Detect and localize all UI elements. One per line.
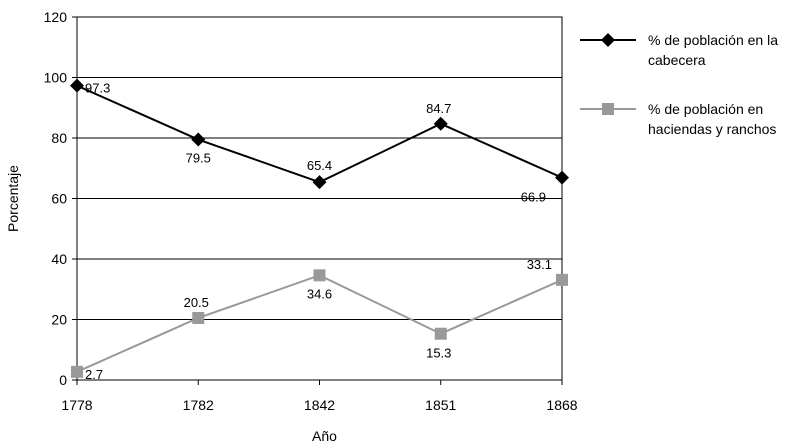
data-label: 66.9: [521, 190, 546, 205]
legend-marker-diamond: [601, 33, 615, 47]
data-point-diamond: [555, 170, 569, 185]
y-tick-label: 80: [51, 130, 67, 146]
legend-label: haciendas y ranchos: [648, 121, 776, 137]
data-point-square: [434, 327, 447, 340]
data-label: 15.3: [426, 346, 451, 361]
data-point-diamond: [191, 132, 206, 147]
data-label: 84.7: [426, 101, 451, 116]
data-point-square: [71, 365, 83, 378]
y-tick-label: 40: [51, 251, 67, 267]
series-1: 97.3 79.5 65.4 84.7 66.9: [70, 78, 569, 205]
legend-label: % de población en: [648, 101, 763, 117]
data-point-square: [313, 269, 326, 282]
axes: 0 20 40 60 80 100 120 1778 1782 1842 1851 1868: [44, 9, 578, 413]
legend-marker-square: [602, 103, 614, 115]
series-2: 2.7 20.5 34.6 15.3 33.1: [71, 257, 568, 382]
data-label: 97.3: [85, 81, 110, 96]
y-tick-label: 60: [51, 191, 67, 207]
data-label: 65.4: [307, 158, 332, 173]
y-tick-label: 0: [59, 372, 67, 388]
y-tick-label: 20: [51, 312, 67, 328]
data-label: 79.5: [186, 151, 211, 166]
y-tick-label: 120: [44, 9, 68, 25]
x-tick-label: 1868: [546, 397, 577, 413]
data-point-square: [192, 311, 205, 324]
x-tick-label: 1778: [61, 397, 92, 413]
data-point-square: [556, 273, 568, 286]
data-point-diamond: [70, 78, 84, 93]
data-point-diamond: [312, 175, 327, 190]
x-tick-label: 1851: [425, 397, 456, 413]
legend-label: % de población en la: [648, 32, 778, 48]
legend-item-1: % de población en la cabecera: [580, 32, 778, 68]
x-tick-label: 1782: [183, 397, 214, 413]
y-axis-title: Porcentaje: [5, 165, 21, 232]
data-label: 20.5: [184, 295, 209, 310]
legend-label: cabecera: [648, 52, 706, 68]
grid-lines: [77, 77, 562, 320]
data-label: 2.7: [85, 367, 103, 382]
x-tick-label: 1842: [304, 397, 335, 413]
legend-item-2: % de población en haciendas y ranchos: [580, 101, 776, 137]
x-axis-title: Año: [312, 428, 337, 444]
y-tick-label: 100: [44, 70, 68, 86]
data-label: 34.6: [307, 286, 332, 301]
data-label: 33.1: [527, 257, 552, 272]
series-group: 97.3 79.5 65.4 84.7 66.9 2.7 20.5 34.6 15.3 33.1: [70, 78, 569, 382]
data-point-diamond: [433, 116, 448, 131]
